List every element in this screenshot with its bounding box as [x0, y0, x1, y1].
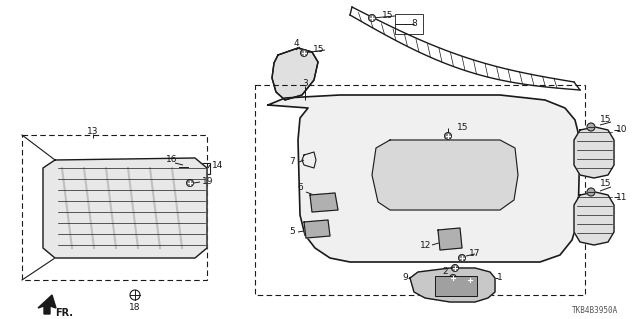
- Polygon shape: [310, 193, 338, 212]
- Polygon shape: [272, 48, 318, 100]
- Text: 11: 11: [616, 194, 628, 203]
- Text: 2: 2: [442, 268, 448, 277]
- Text: 15: 15: [313, 46, 324, 55]
- Polygon shape: [268, 95, 580, 262]
- Text: 5: 5: [289, 227, 295, 236]
- Polygon shape: [38, 295, 56, 314]
- Polygon shape: [438, 228, 462, 250]
- Polygon shape: [43, 158, 207, 258]
- Polygon shape: [574, 127, 614, 178]
- Text: 10: 10: [616, 125, 628, 135]
- Circle shape: [301, 49, 307, 56]
- Circle shape: [449, 275, 456, 281]
- Bar: [435, 276, 477, 296]
- Text: 4: 4: [293, 40, 299, 48]
- Text: 15: 15: [382, 11, 394, 20]
- Circle shape: [458, 255, 465, 262]
- Text: 12: 12: [420, 241, 432, 249]
- Polygon shape: [304, 220, 330, 238]
- Text: 15: 15: [600, 180, 612, 189]
- Polygon shape: [372, 140, 518, 210]
- Text: 3: 3: [302, 78, 308, 87]
- Polygon shape: [574, 192, 614, 245]
- Text: 18: 18: [129, 303, 141, 313]
- Text: 7: 7: [289, 158, 295, 167]
- Text: TKB4B3950A: TKB4B3950A: [572, 306, 618, 315]
- Text: 15: 15: [457, 123, 468, 132]
- Text: FR.: FR.: [55, 308, 73, 318]
- Bar: [255, 85, 585, 295]
- Text: 15: 15: [600, 115, 612, 124]
- Polygon shape: [410, 268, 495, 302]
- Circle shape: [369, 14, 376, 21]
- Text: 17: 17: [469, 249, 481, 258]
- Bar: [22, 135, 207, 280]
- Circle shape: [467, 277, 474, 284]
- Circle shape: [445, 132, 451, 139]
- Circle shape: [587, 188, 595, 196]
- Text: 19: 19: [202, 177, 214, 187]
- Text: 14: 14: [212, 160, 224, 169]
- Bar: [192, 163, 210, 174]
- Circle shape: [186, 180, 193, 187]
- Text: 9: 9: [402, 273, 408, 283]
- Text: 16: 16: [166, 155, 178, 165]
- Text: 1: 1: [497, 273, 503, 283]
- Text: 13: 13: [87, 127, 99, 136]
- Circle shape: [451, 264, 458, 271]
- Bar: [395, 14, 423, 34]
- Text: 6: 6: [297, 183, 303, 192]
- Circle shape: [587, 123, 595, 131]
- Text: 8: 8: [411, 19, 417, 28]
